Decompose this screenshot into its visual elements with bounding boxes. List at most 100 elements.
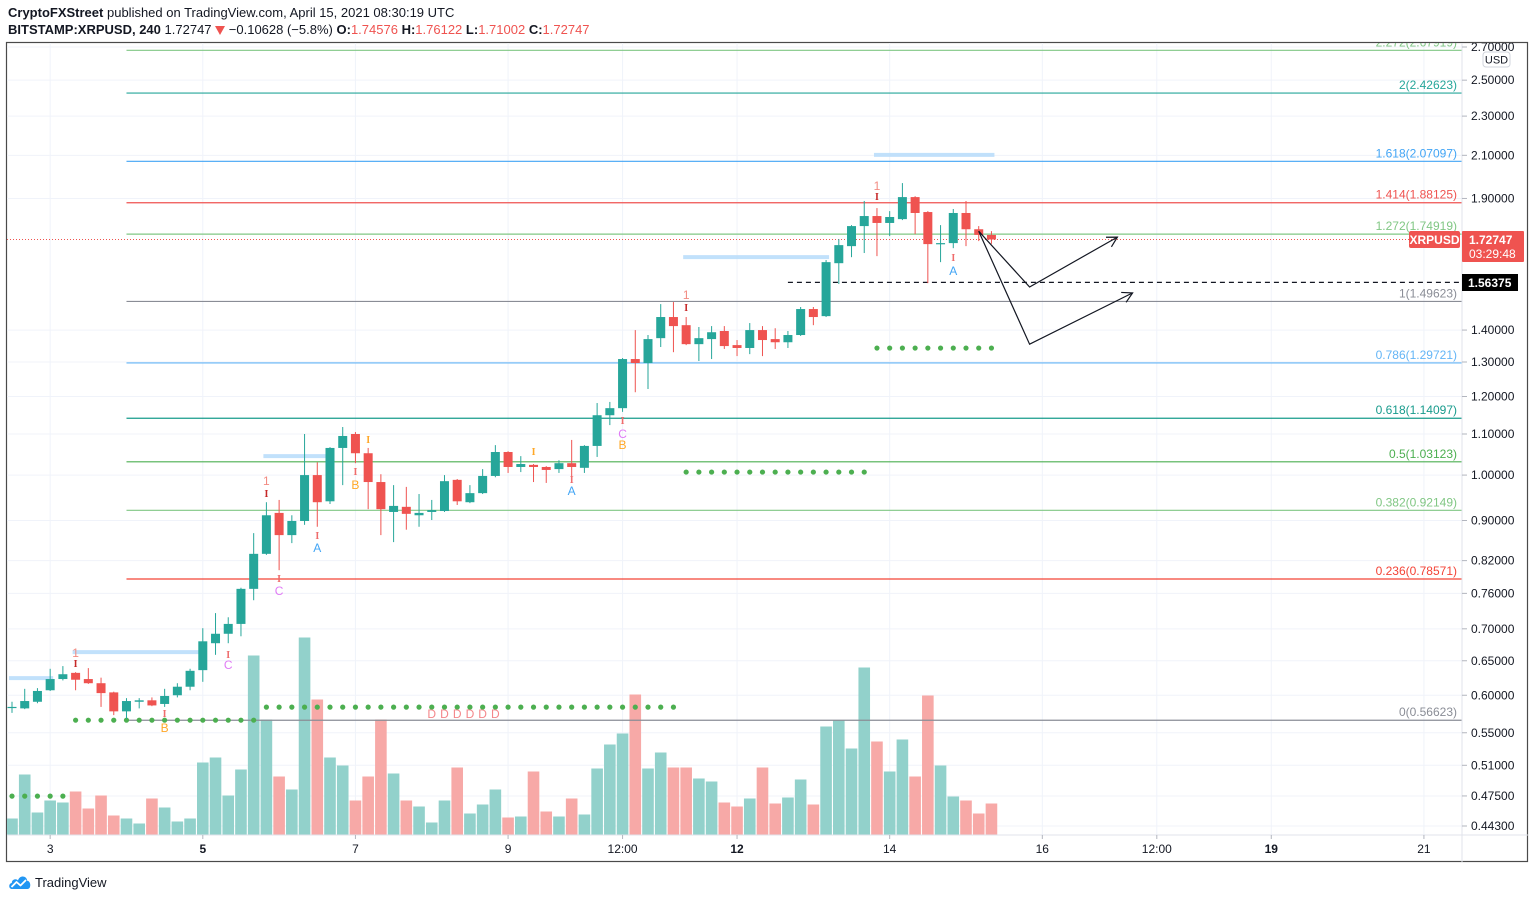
- fib-extension-tool[interactable]: 2.272(2.67919) 2(2.42623) 1.618(2.07097) 1.…: [126, 35, 1462, 721]
- candle[interactable]: [923, 211, 933, 284]
- candle[interactable]: [338, 427, 348, 486]
- fib-level-label: 2(2.42623): [1399, 78, 1457, 92]
- support-dot: [391, 704, 397, 710]
- candle[interactable]: [770, 328, 780, 349]
- candle[interactable]: [109, 691, 119, 716]
- candle[interactable]: [185, 668, 195, 691]
- candle[interactable]: [897, 183, 907, 221]
- fib-level-label: 0.786(1.29721): [1376, 348, 1457, 362]
- candle[interactable]: [287, 515, 297, 544]
- candle[interactable]: [821, 260, 831, 318]
- projection-arrow[interactable]: [978, 230, 1134, 346]
- currency-badge[interactable]: USD: [1482, 51, 1511, 68]
- candle[interactable]: [910, 196, 920, 235]
- candle[interactable]: [808, 306, 818, 326]
- candle[interactable]: [261, 502, 271, 555]
- fib-level-label: 0(0.56623): [1399, 705, 1457, 719]
- candle[interactable]: [211, 613, 221, 655]
- candle[interactable]: [401, 486, 411, 530]
- candle[interactable]: [160, 688, 170, 707]
- candle[interactable]: [300, 434, 310, 525]
- candle[interactable]: [249, 533, 259, 601]
- candle[interactable]: [757, 326, 767, 357]
- candle[interactable]: [414, 494, 424, 527]
- candle[interactable]: [859, 200, 869, 254]
- support-dot: [276, 704, 282, 710]
- candle[interactable]: [554, 460, 564, 473]
- candle[interactable]: [490, 445, 500, 478]
- candle[interactable]: [478, 469, 488, 495]
- candle[interactable]: [592, 403, 602, 457]
- candle[interactable]: [961, 200, 971, 247]
- publisher-name[interactable]: CryptoFXStreet: [8, 5, 104, 20]
- candle[interactable]: [20, 688, 30, 710]
- candle[interactable]: [986, 231, 996, 244]
- time-axis[interactable]: 3 5 7 9 12:00 12 14 16 12:00 19 21: [47, 835, 1431, 856]
- candle[interactable]: [719, 326, 729, 349]
- support-dot: [836, 469, 842, 475]
- candle[interactable]: [452, 478, 462, 505]
- candle[interactable]: [643, 335, 653, 390]
- tradingview-logo[interactable]: TradingView: [8, 873, 107, 891]
- candle[interactable]: [223, 617, 233, 644]
- candle[interactable]: [439, 475, 449, 512]
- candle[interactable]: [58, 666, 68, 681]
- candle[interactable]: [707, 326, 717, 360]
- price-axis-label: 0.60000: [1471, 688, 1515, 702]
- candle[interactable]: [427, 499, 437, 521]
- price-axis[interactable]: 2.70000 2.50000 2.30000 2.10000 1.90000 1.400…: [1462, 40, 1515, 833]
- candle[interactable]: [605, 401, 615, 426]
- candle[interactable]: [936, 225, 946, 263]
- candle[interactable]: [630, 330, 640, 393]
- candle[interactable]: [134, 698, 144, 709]
- candle[interactable]: [745, 323, 755, 355]
- candle[interactable]: [465, 485, 475, 504]
- candle[interactable]: [236, 587, 246, 637]
- candle[interactable]: [618, 358, 628, 412]
- projection-drawings[interactable]: [978, 230, 1134, 346]
- candle[interactable]: [796, 306, 806, 336]
- candle[interactable]: [198, 628, 208, 682]
- candle[interactable]: [96, 677, 106, 707]
- candle[interactable]: [312, 462, 322, 527]
- projection-arrow[interactable]: [978, 230, 1119, 288]
- candle[interactable]: [503, 451, 513, 473]
- candle[interactable]: [363, 447, 373, 510]
- horizontal-line-price-tag[interactable]: 1.56375: [1462, 274, 1518, 291]
- candle[interactable]: [376, 474, 386, 536]
- candle[interactable]: [541, 466, 551, 483]
- candle[interactable]: [656, 304, 666, 348]
- candle[interactable]: [579, 445, 589, 473]
- candle[interactable]: [847, 225, 857, 258]
- candle[interactable]: [783, 330, 793, 348]
- candlestick-series[interactable]: [7, 183, 996, 719]
- candle[interactable]: [172, 683, 182, 698]
- candle[interactable]: [7, 701, 17, 713]
- candle[interactable]: [567, 439, 577, 478]
- candle[interactable]: [516, 456, 526, 473]
- candle[interactable]: [147, 697, 157, 707]
- symbol-title[interactable]: BITSTAMP:XRPUSD, 240: [8, 22, 161, 37]
- candle[interactable]: [529, 464, 539, 483]
- candle[interactable]: [885, 211, 895, 237]
- candle[interactable]: [948, 209, 958, 249]
- candle[interactable]: [668, 302, 678, 353]
- symbol-price-tag[interactable]: XRPUSD 1.72747 03:29:48: [1409, 231, 1524, 262]
- support-dot: [670, 704, 677, 710]
- candle[interactable]: [83, 668, 93, 684]
- candle[interactable]: [121, 698, 131, 719]
- candle[interactable]: [834, 239, 844, 284]
- candle[interactable]: [732, 340, 742, 357]
- support-dot: [492, 704, 498, 710]
- candle[interactable]: [45, 668, 55, 691]
- candle[interactable]: [681, 317, 691, 346]
- candle[interactable]: [32, 688, 42, 704]
- candle[interactable]: [872, 208, 882, 257]
- candle[interactable]: [694, 327, 704, 362]
- candle[interactable]: [71, 672, 81, 691]
- candle[interactable]: [350, 432, 360, 464]
- candle[interactable]: [274, 499, 284, 571]
- candle[interactable]: [389, 485, 399, 543]
- candle[interactable]: [325, 447, 335, 505]
